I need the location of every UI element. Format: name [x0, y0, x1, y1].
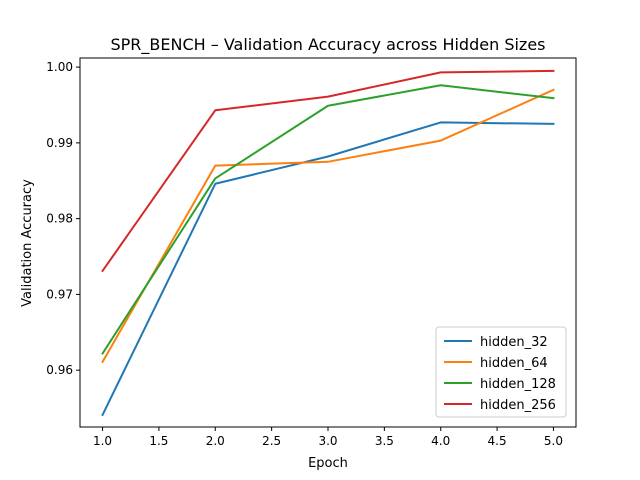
y-tick-label: 0.98 — [46, 212, 73, 226]
legend-box — [435, 326, 567, 418]
legend-label-hidden_128: hidden_128 — [480, 377, 556, 392]
chart-title: SPR_BENCH – Validation Accuracy across H… — [111, 35, 546, 55]
plot-area: 1.0 1.5 2.0 2.5 3.0 3.5 4.0 4.5 5.0 0.96 0.97 0.98 0… — [46, 57, 577, 448]
y-tick-label: 0.97 — [46, 287, 73, 301]
y-tick-label: 0.96 — [46, 363, 73, 377]
y-tick-label: 0.99 — [46, 136, 73, 150]
x-tick-label: 1.5 — [149, 434, 168, 448]
x-tick-label: 5.0 — [544, 434, 563, 448]
x-tick-label: 3.0 — [318, 434, 337, 448]
legend: hidden_32 hidden_64 hidden_128 hidden_256 — [435, 326, 567, 418]
legend-label-hidden_64: hidden_64 — [480, 356, 548, 371]
legend-label-hidden_32: hidden_32 — [480, 335, 548, 350]
x-tick-label: 2.0 — [206, 434, 225, 448]
x-axis-label: Epoch — [308, 456, 348, 471]
series-line-hidden_256 — [101, 69, 555, 273]
x-tick-label: 3.5 — [375, 434, 394, 448]
x-tick-label: 4.0 — [431, 434, 450, 448]
legend-label-hidden_256: hidden_256 — [480, 398, 556, 413]
x-tick-label: 1.0 — [93, 434, 112, 448]
series-line-hidden_128 — [101, 84, 555, 355]
series-line-hidden_64 — [101, 88, 555, 364]
y-tick-label: 1.00 — [46, 60, 73, 74]
x-tick-label: 4.5 — [488, 434, 507, 448]
x-tick-label: 2.5 — [262, 434, 281, 448]
y-axis-label: Validation Accuracy — [20, 179, 35, 307]
